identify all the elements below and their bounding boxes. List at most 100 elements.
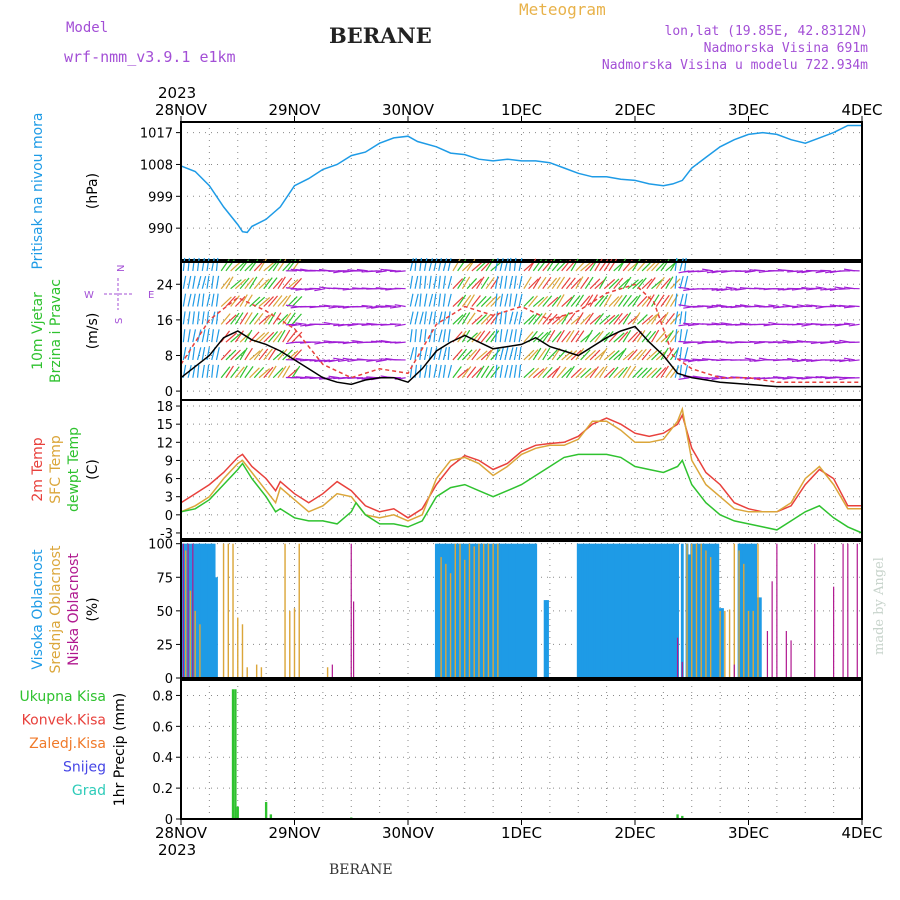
wind-arrow bbox=[414, 275, 419, 289]
wind-arrow bbox=[333, 357, 345, 361]
bar-mark bbox=[579, 543, 583, 678]
wind-arrow bbox=[244, 277, 254, 290]
bar-mark bbox=[605, 543, 609, 678]
bar-mark bbox=[215, 577, 218, 678]
wind-arrow bbox=[225, 349, 237, 361]
wind-arrow bbox=[627, 331, 639, 343]
model-elevation-label: Nadmorska Visina u modelu 722.934m bbox=[601, 58, 868, 73]
wind-arrow bbox=[447, 258, 452, 272]
wind-arrow bbox=[230, 349, 241, 361]
wind-arrow bbox=[777, 305, 789, 308]
wind-arrow bbox=[678, 304, 690, 308]
wind-arrow bbox=[318, 359, 331, 363]
wind-arrow bbox=[282, 277, 293, 290]
y-tick-label: 0.2 bbox=[152, 782, 173, 797]
wind-arrow bbox=[442, 347, 447, 361]
legend-entry: Snijeg bbox=[63, 760, 106, 776]
y-tick-label: 25 bbox=[156, 638, 173, 653]
bar-mark bbox=[721, 608, 724, 678]
bar-mark bbox=[586, 543, 590, 678]
bar-mark bbox=[669, 543, 672, 678]
wind-arrow bbox=[537, 366, 548, 379]
wind-arrow bbox=[258, 297, 271, 307]
wind-arrow bbox=[679, 329, 683, 343]
bar-mark bbox=[498, 543, 502, 678]
wind-arrow bbox=[594, 258, 603, 272]
wind-arrow bbox=[613, 332, 625, 343]
wind-arrow bbox=[414, 329, 417, 343]
wind-arrow bbox=[594, 366, 605, 379]
wind-arrow bbox=[547, 367, 559, 379]
wind-arrow bbox=[547, 349, 558, 361]
wind-arrow bbox=[754, 359, 766, 362]
wind-arrow bbox=[839, 288, 851, 290]
wind-arrow bbox=[220, 313, 231, 325]
wind-arrow bbox=[438, 347, 443, 361]
bar-mark bbox=[733, 664, 735, 678]
wind-arrow bbox=[452, 278, 464, 290]
wind-arrow bbox=[829, 288, 841, 291]
wind-arrow bbox=[599, 365, 608, 379]
wind-arrow bbox=[834, 341, 846, 345]
bar-mark bbox=[503, 543, 507, 678]
bar-mark bbox=[289, 610, 291, 678]
wind-arrow bbox=[366, 376, 378, 379]
wind-arrow bbox=[277, 276, 286, 290]
wind-arrow bbox=[385, 304, 397, 308]
bar-mark bbox=[203, 543, 207, 678]
wind-arrow bbox=[678, 286, 690, 290]
y-tick-label: 8 bbox=[165, 349, 173, 364]
bar-mark bbox=[713, 543, 717, 678]
wind-arrow bbox=[423, 257, 428, 272]
bar-mark bbox=[264, 802, 268, 819]
wind-arrow bbox=[565, 294, 575, 307]
wind-arrow bbox=[494, 364, 498, 378]
wind-arrow bbox=[192, 275, 196, 289]
wind-arrow bbox=[466, 312, 476, 325]
wind-arrow bbox=[423, 275, 427, 289]
wind-arrow bbox=[791, 305, 803, 309]
bar-mark bbox=[543, 600, 547, 678]
wind-arrow bbox=[476, 365, 485, 379]
wind-arrow bbox=[796, 377, 808, 380]
y-tick-label: 1017 bbox=[140, 127, 173, 142]
y-unit-label: (m/s) bbox=[85, 313, 101, 350]
bar-mark bbox=[652, 543, 656, 678]
wind-arrow bbox=[687, 359, 699, 363]
wind-arrow bbox=[627, 261, 639, 272]
wind-arrow bbox=[594, 295, 605, 307]
bar-mark bbox=[635, 543, 639, 678]
wind-arrow bbox=[244, 347, 253, 361]
bar-mark bbox=[475, 543, 478, 678]
wind-arrow bbox=[457, 294, 467, 307]
wind-arrow bbox=[570, 295, 581, 307]
wind-arrow bbox=[504, 364, 509, 378]
y-tick-label: 999 bbox=[148, 190, 173, 205]
wind-arrow bbox=[291, 296, 303, 307]
wind-arrow bbox=[471, 348, 481, 361]
y-axis-label: SFC Temp bbox=[48, 435, 64, 504]
bar-mark bbox=[612, 543, 616, 678]
bar-mark bbox=[199, 624, 201, 678]
bar-mark bbox=[241, 624, 244, 678]
wind-arrow bbox=[622, 312, 632, 325]
wind-arrow bbox=[182, 293, 187, 307]
wind-arrow bbox=[706, 270, 718, 274]
bar-mark bbox=[687, 554, 691, 678]
wind-arrow bbox=[394, 270, 406, 273]
wind-arrow bbox=[791, 340, 803, 343]
wind-arrow bbox=[499, 364, 503, 378]
wind-arrow bbox=[603, 367, 615, 379]
wind-arrow bbox=[646, 350, 658, 361]
bar-mark bbox=[464, 559, 466, 678]
wind-arrow bbox=[380, 305, 392, 308]
wind-arrow bbox=[594, 330, 604, 343]
compass-s: S bbox=[114, 318, 125, 324]
wind-arrow bbox=[318, 341, 331, 344]
bar-mark bbox=[743, 563, 745, 678]
wind-arrow bbox=[291, 349, 303, 361]
wind-arrow bbox=[428, 347, 433, 361]
wind-arrow bbox=[267, 365, 277, 379]
bar-mark bbox=[591, 543, 594, 678]
wind-arrow bbox=[622, 350, 635, 361]
